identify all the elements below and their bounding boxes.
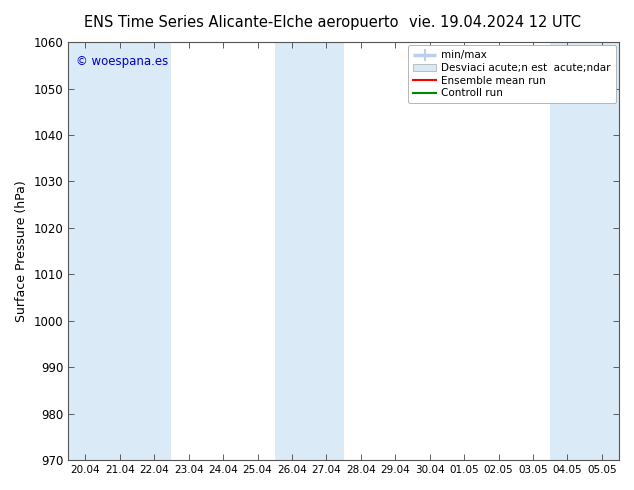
Bar	[585, 42, 619, 460]
Legend: min/max, Desviaci acute;n est  acute;ndar, Ensemble mean run, Controll run: min/max, Desviaci acute;n est acute;ndar…	[408, 45, 616, 103]
Text: © woespana.es: © woespana.es	[77, 54, 169, 68]
Bar	[275, 42, 309, 460]
Bar	[68, 42, 103, 460]
Text: ENS Time Series Alicante-Elche aeropuerto: ENS Time Series Alicante-Elche aeropuert…	[84, 15, 398, 30]
Text: vie. 19.04.2024 12 UTC: vie. 19.04.2024 12 UTC	[408, 15, 581, 30]
Bar	[137, 42, 171, 460]
Y-axis label: Surface Pressure (hPa): Surface Pressure (hPa)	[15, 180, 28, 322]
Bar	[103, 42, 137, 460]
Bar	[550, 42, 585, 460]
Bar	[309, 42, 344, 460]
